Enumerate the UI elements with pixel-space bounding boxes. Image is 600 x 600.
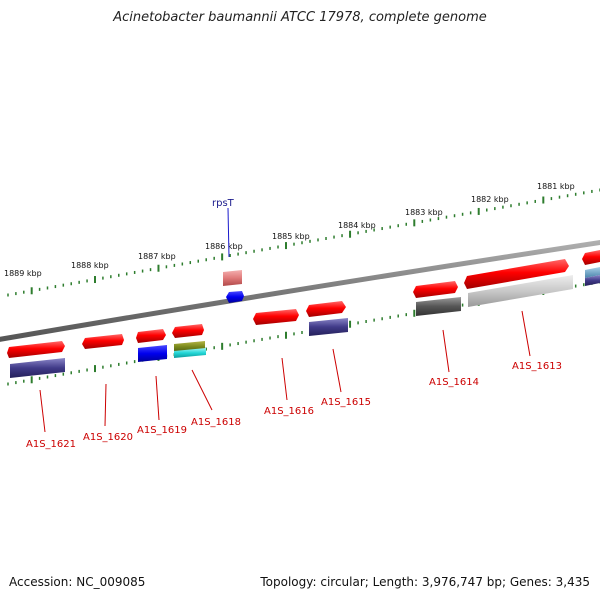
genome-backbone	[0, 239, 600, 342]
gene-arrow[interactable]	[136, 329, 166, 343]
gene-box[interactable]	[174, 348, 206, 358]
gene-label[interactable]: A1S_1620	[83, 432, 133, 443]
gene-label[interactable]: A1S_1621	[26, 439, 76, 450]
scale-label: 1884 kbp	[338, 221, 376, 230]
scale-labels: 1889 kbp 1888 kbp 1887 kbp 1886 kbp 1885 kbp…	[4, 182, 575, 278]
gene-label[interactable]: A1S_1614	[429, 377, 479, 388]
gene-labels: A1S_1621 A1S_1620 A1S_1619 A1S_1618 rpsT…	[26, 198, 562, 450]
gene-label[interactable]: A1S_1619	[137, 425, 187, 436]
gene-arrow[interactable]	[582, 250, 600, 265]
scale-label: 1888 kbp	[71, 261, 109, 270]
gene-arrow[interactable]	[226, 291, 244, 303]
gene-arrow[interactable]	[464, 259, 569, 289]
scale-label: 1882 kbp	[471, 195, 509, 204]
gene-arrow[interactable]	[253, 309, 299, 325]
gene-arrow[interactable]	[172, 324, 204, 338]
gene-box[interactable]	[10, 358, 65, 378]
gene-label[interactable]: A1S_1613	[512, 361, 562, 372]
gene-box[interactable]	[585, 267, 600, 278]
gene-arrow[interactable]	[413, 281, 458, 298]
gene-box[interactable]	[138, 345, 167, 362]
gene-arrow[interactable]	[306, 301, 346, 317]
feature-track	[7, 250, 600, 378]
gene-label[interactable]: A1S_1618	[191, 417, 241, 428]
gene-box[interactable]	[468, 275, 573, 307]
gene-label[interactable]: A1S_1615	[321, 397, 371, 408]
gene-label[interactable]: rpsT	[212, 198, 235, 209]
scale-label: 1887 kbp	[138, 252, 176, 261]
gene-box[interactable]	[585, 275, 600, 286]
accession-info: Accession: NC_009085	[9, 575, 146, 589]
topology-info: Topology: circular; Length: 3,976,747 bp…	[260, 575, 590, 589]
scale-label: 1885 kbp	[272, 232, 310, 241]
gene-label[interactable]: A1S_1616	[264, 406, 314, 417]
gene-arrow[interactable]	[82, 334, 124, 349]
scale-label: 1889 kbp	[4, 269, 42, 278]
scale-label: 1881 kbp	[537, 182, 575, 191]
scale-label: 1886 kbp	[205, 242, 243, 251]
scale-label: 1883 kbp	[405, 208, 443, 217]
gene-arrow[interactable]	[7, 341, 65, 358]
gene-box[interactable]	[416, 297, 461, 316]
gene-box[interactable]	[223, 270, 242, 286]
gene-box[interactable]	[309, 318, 348, 336]
map-title: Acinetobacter baumannii ATCC 17978, comp…	[113, 10, 487, 25]
